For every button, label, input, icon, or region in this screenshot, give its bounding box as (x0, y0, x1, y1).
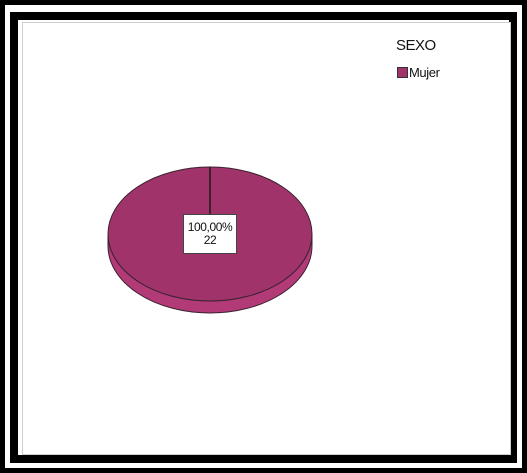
legend-title: SEXO (396, 37, 436, 54)
legend-label-mujer: Mujer (409, 65, 440, 80)
data-label-count: 22 (203, 233, 217, 247)
data-label-mujer: 100,00% 22 (183, 214, 237, 254)
legend-swatch-mujer (397, 67, 408, 78)
data-label-percent: 100,00% (187, 220, 233, 234)
legend-item-mujer: Mujer (397, 65, 440, 80)
